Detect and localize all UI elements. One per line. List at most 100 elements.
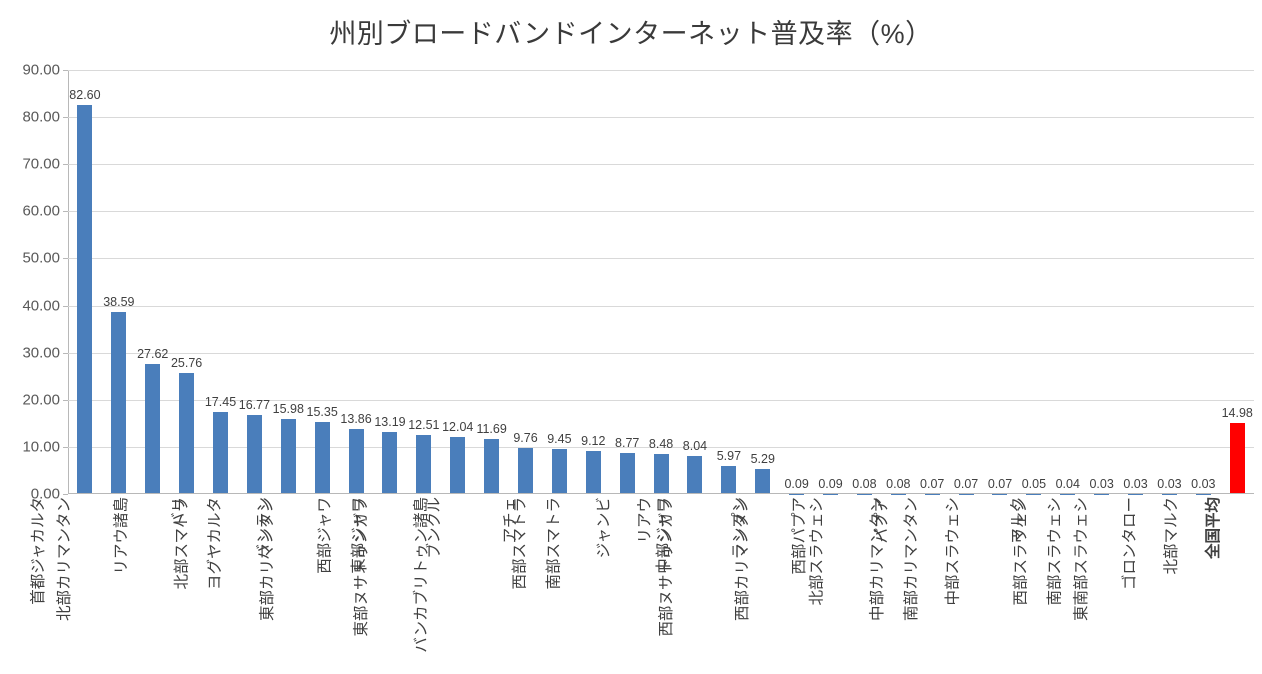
bar-value-label: 0.08 (886, 476, 911, 491)
x-axis-tick-label: 南部カリマンタン (903, 497, 921, 622)
x-axis-tick-label: 北部マルク (1163, 497, 1181, 575)
bar-slot: 0.08 (847, 70, 881, 494)
bar-value-label: 8.77 (615, 435, 640, 450)
y-axis-tick (63, 117, 68, 119)
bar-value-label: 5.97 (716, 448, 742, 463)
bar-value-label: 0.03 (1191, 476, 1216, 491)
bar-value-label: 0.08 (852, 476, 877, 491)
bar-value-label: 82.60 (69, 87, 101, 102)
bar[interactable]: 8.77 (615, 436, 639, 494)
x-axis-tick-label: 中部スラウェシ (944, 497, 962, 606)
x-axis-tick-label: リアウ (636, 497, 654, 544)
bar-value-label: 0.07 (987, 476, 1013, 491)
y-axis-tick-label: 30.00 (22, 344, 60, 362)
gridline (68, 305, 1254, 307)
bar-value-label: 13.86 (340, 411, 372, 426)
bar-slot: 0.03 (1186, 70, 1220, 494)
bar[interactable]: 8.48 (649, 437, 673, 494)
bar-value-label: 9.76 (513, 431, 538, 446)
bar-value-label: 16.77 (238, 398, 271, 412)
bar-slot: 0.03 (1119, 70, 1153, 494)
bar[interactable]: 13.19 (374, 415, 406, 494)
x-axis-tick-label: 西部パプア (790, 497, 808, 575)
bar-value-label: 0.07 (953, 476, 979, 491)
bar-slot: 8.48 (644, 70, 678, 494)
gridline (68, 117, 1254, 119)
bar[interactable]: 5.97 (717, 449, 741, 494)
bar-value-label: 25.76 (170, 355, 203, 370)
bar[interactable]: 82.60 (69, 88, 101, 494)
bar-value-label: 9.12 (581, 434, 606, 449)
bar[interactable]: 8.04 (683, 439, 707, 494)
bar-slot: 8.77 (610, 70, 644, 494)
bar-value-label: 8.48 (648, 437, 674, 452)
bar[interactable]: 14.98 (1222, 406, 1253, 494)
bar-value-label: 5.29 (750, 452, 775, 467)
x-axis-label-slot: リアウ諸島 (113, 497, 170, 673)
bar-series: 82.60 38.59 27.62 25.76 17.45 16.77 15.98 15.35… (68, 70, 1254, 494)
bar[interactable]: 12.51 (408, 418, 439, 494)
bar[interactable]: 9.12 (581, 434, 605, 494)
x-axis-label-slot: 全国平均 (1205, 497, 1254, 673)
bar[interactable]: 5.29 (751, 452, 775, 494)
x-axis-tick-label: 西部スラウェシ (1012, 497, 1030, 606)
y-axis-tick-label: 40.00 (22, 297, 60, 315)
x-axis-tick-label: 北部カリマンタン (55, 497, 73, 622)
y-axis-tick (63, 446, 68, 448)
gridline (68, 164, 1254, 166)
bar-slot: 27.62 (136, 70, 170, 494)
bar-value-label: 0.03 (1157, 476, 1182, 491)
bar-slot: 0.09 (780, 70, 814, 494)
bar-slot: 14.98 (1220, 70, 1254, 494)
bar-slot: 0.05 (1017, 70, 1051, 494)
x-axis-tick-label: 南部スラウェシ (1046, 497, 1064, 606)
bar[interactable]: 9.45 (547, 432, 572, 494)
bar-slot: 5.97 (712, 70, 746, 494)
bar-slot: 0.08 (881, 70, 915, 494)
x-axis-tick-label: 全国平均 (1205, 497, 1223, 560)
bar[interactable]: 12.04 (442, 420, 473, 494)
bar-slot: 17.45 (204, 70, 238, 494)
bar-slot: 25.76 (170, 70, 204, 494)
bar[interactable]: 9.76 (513, 431, 538, 494)
bar[interactable]: 27.62 (137, 347, 168, 494)
bar-slot: 0.03 (1153, 70, 1187, 494)
bar[interactable]: 16.77 (239, 398, 270, 494)
bar[interactable]: 13.86 (340, 412, 372, 494)
gridline (68, 70, 1254, 71)
y-axis-tick-label: 60.00 (22, 202, 60, 220)
gridline (68, 211, 1254, 213)
bar-slot: 9.45 (542, 70, 576, 494)
y-axis-tick (63, 352, 68, 354)
x-axis-tick-label: 南部スマトラ (546, 497, 564, 590)
bar-value-label: 0.05 (1021, 476, 1047, 491)
bar[interactable]: 11.69 (476, 422, 507, 494)
bar[interactable]: 15.35 (307, 405, 338, 494)
y-axis-tick-label: 0.00 (30, 485, 60, 503)
bar-slot: 82.60 (68, 70, 102, 494)
x-axis-tick-label: 首都ジャカルタ (30, 497, 48, 605)
y-axis-tick-label: 80.00 (22, 108, 60, 126)
bar-value-label: 0.09 (818, 476, 843, 491)
y-axis-tick (63, 258, 68, 260)
x-axis-tick-label: ゴロンタロー (1121, 497, 1139, 591)
x-axis-label-slot: バンテン (256, 497, 305, 673)
bar-value-label: 14.98 (1221, 406, 1253, 421)
gridline (68, 258, 1254, 260)
bar[interactable]: 17.45 (205, 395, 236, 494)
bar-slot: 9.12 (576, 70, 610, 494)
bar-slot: 15.35 (305, 70, 339, 494)
bar[interactable]: 15.98 (273, 402, 304, 494)
bar-slot: 13.19 (373, 70, 407, 494)
x-axis-tick-label: 北部スラウェシ (809, 497, 827, 606)
gridline (68, 446, 1254, 448)
bar-value-label: 0.03 (1123, 476, 1148, 491)
x-axis-baseline (68, 493, 1254, 494)
gridline (68, 352, 1254, 354)
y-axis-tick-label: 50.00 (22, 249, 60, 267)
bar[interactable]: 25.76 (171, 356, 202, 494)
x-axis-tick-label: ジャンビ (595, 497, 613, 559)
bar-value-label: 15.35 (306, 404, 338, 419)
bar[interactable]: 38.59 (103, 295, 134, 494)
bar-slot: 12.04 (441, 70, 475, 494)
